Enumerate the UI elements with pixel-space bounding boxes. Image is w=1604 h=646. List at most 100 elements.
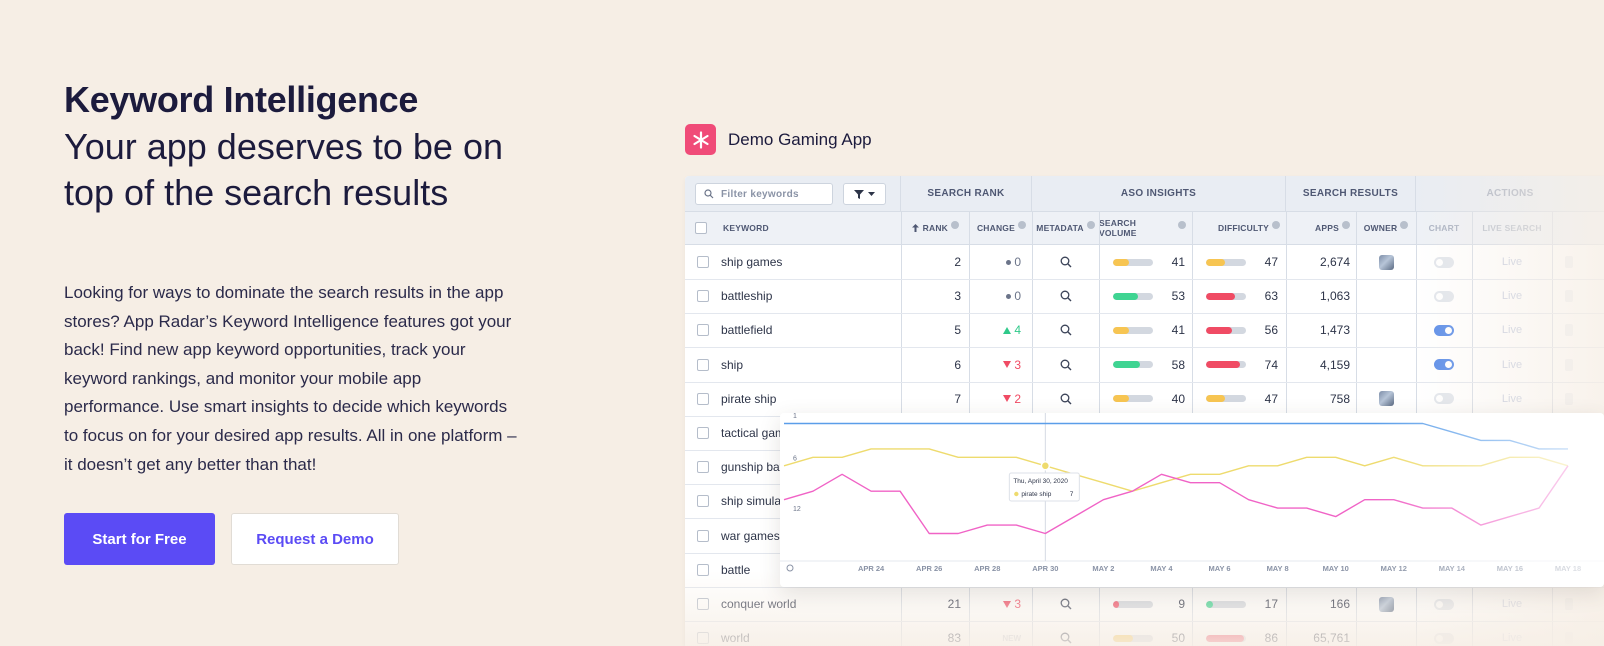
col-header-owner[interactable]: OWNER <box>1356 212 1416 245</box>
chevron-down-icon <box>868 191 875 196</box>
difficulty-cell: 56 <box>1206 313 1286 347</box>
row-checkbox[interactable] <box>697 563 709 576</box>
apps-cell: 65,761 <box>1313 631 1350 646</box>
keyword-cell: ship simulat <box>721 494 785 509</box>
live-search-link[interactable]: Live <box>1501 358 1523 371</box>
rank-cell: 21 <box>947 597 961 611</box>
more-icon <box>1565 290 1573 303</box>
filter-button[interactable] <box>843 183 886 205</box>
chart-toggle[interactable] <box>1434 324 1454 336</box>
live-search-link[interactable]: Live <box>1501 290 1523 303</box>
group-search-rank: SEARCH RANK <box>901 176 1032 212</box>
difficulty-cell: 47 <box>1206 245 1286 279</box>
metadata-cell[interactable] <box>1032 313 1099 347</box>
more-cell <box>1565 621 1585 646</box>
row-checkbox[interactable] <box>697 461 709 474</box>
more-icon <box>1565 632 1573 645</box>
difficulty-value: 74 <box>1264 357 1278 372</box>
chart-header-label: CHART <box>1428 223 1460 233</box>
toggle-knob <box>1436 600 1443 608</box>
arrow-down-icon <box>1003 395 1012 403</box>
owner-cell <box>1356 245 1416 279</box>
series-line-ship-games <box>784 422 1568 450</box>
metadata-cell[interactable] <box>1032 587 1099 621</box>
row-checkbox[interactable] <box>697 324 709 337</box>
live-search-link[interactable]: Live <box>1501 632 1523 645</box>
table-row[interactable]: pirate ship 7 2 40 47 758 Live <box>685 382 1604 417</box>
keyword-cell: battlefield <box>721 323 773 338</box>
difficulty-value: 47 <box>1264 391 1278 406</box>
chart-toggle[interactable] <box>1434 598 1454 610</box>
col-header-search-volume[interactable]: SEARCH VOLUME <box>1099 212 1192 245</box>
rank-chart: 1 6 12 APR 24 APR 26 APR 28 APR 30 MAY 2 MAY 4 MA… <box>780 413 1604 573</box>
chart-toggle[interactable] <box>1434 632 1454 644</box>
more-cell <box>1565 382 1585 416</box>
chart-toggle[interactable] <box>1434 290 1454 302</box>
search-volume-bar-fill <box>1113 395 1129 403</box>
toggle-knob <box>1436 292 1443 300</box>
more-icon <box>1565 598 1573 610</box>
arrow-up-icon <box>1003 326 1012 334</box>
search-volume-cell: 50 <box>1113 621 1193 646</box>
row-checkbox[interactable] <box>697 495 709 508</box>
row-checkbox[interactable] <box>697 358 709 371</box>
col-header-rank[interactable]: RANK <box>901 212 969 245</box>
table-row[interactable]: conquer world 21 3 9 17 166 Live <box>685 587 1604 622</box>
rank-cell: 83 <box>947 631 961 646</box>
metadata-cell[interactable] <box>1032 279 1099 313</box>
x-tick-label: APR 28 <box>974 564 1000 573</box>
change-value: 4 <box>1014 323 1021 338</box>
table-row[interactable]: ship 6 3 58 74 4,159 Live <box>685 348 1604 383</box>
table-row[interactable]: ship games 2 0 41 47 2,674 Live <box>685 245 1604 280</box>
col-header-keyword[interactable]: KEYWORD <box>685 212 901 245</box>
filter-keywords-input[interactable]: Filter keywords <box>695 183 833 205</box>
live-search-link[interactable]: Live <box>1501 392 1523 405</box>
search-volume-bar <box>1113 258 1153 266</box>
chart-toggle[interactable] <box>1434 256 1454 268</box>
table-row[interactable]: battlefield 5 4 41 56 1,473 Live <box>685 313 1604 349</box>
search-icon <box>1060 290 1071 302</box>
y-tick-label: 12 <box>793 506 801 513</box>
table-row[interactable]: world 83 NEW 50 86 65,761 Live <box>685 621 1604 646</box>
x-tick-label: MAY 14 <box>1439 564 1466 573</box>
search-volume-bar-fill <box>1113 361 1140 369</box>
start-for-free-button[interactable]: Start for Free <box>64 513 215 565</box>
change-cell: NEW <box>969 621 1027 646</box>
row-checkbox-cell <box>685 519 709 553</box>
select-all-checkbox[interactable] <box>695 222 707 234</box>
row-checkbox[interactable] <box>697 256 709 268</box>
more-icon <box>1565 256 1573 268</box>
difficulty-bar <box>1206 634 1246 642</box>
live-search-link[interactable]: Live <box>1501 256 1523 268</box>
hero-description: Looking for ways to dominate the search … <box>64 283 517 474</box>
col-header-live-search[interactable]: LIVE SEARCH <box>1472 212 1552 245</box>
chart-tooltip <box>1008 472 1080 502</box>
change-cell: 2 <box>969 382 1027 416</box>
table-row[interactable]: battleship 3 0 53 63 1,063 Live <box>685 279 1604 315</box>
metadata-cell[interactable] <box>1032 245 1099 279</box>
live-search-link[interactable]: Live <box>1501 598 1523 610</box>
row-checkbox[interactable] <box>697 598 709 610</box>
col-header-change[interactable]: CHANGE <box>969 212 1032 245</box>
chart-toggle[interactable] <box>1434 359 1454 371</box>
row-checkbox[interactable] <box>697 632 709 645</box>
metadata-cell[interactable] <box>1032 621 1099 646</box>
col-header-chart[interactable]: CHART <box>1416 212 1472 245</box>
row-checkbox[interactable] <box>697 529 709 542</box>
row-checkbox[interactable] <box>697 427 709 439</box>
request-demo-button[interactable]: Request a Demo <box>231 513 399 565</box>
help-icon <box>1018 221 1026 229</box>
apps-cell: 4,159 <box>1319 357 1350 372</box>
row-checkbox-cell <box>685 313 709 347</box>
col-header-apps[interactable]: APPS <box>1286 212 1356 245</box>
chart-toggle[interactable] <box>1434 393 1454 405</box>
col-header-difficulty[interactable]: DIFFICULTY <box>1192 212 1286 245</box>
search-icon <box>1060 256 1071 268</box>
metadata-cell[interactable] <box>1032 348 1099 382</box>
row-checkbox[interactable] <box>697 290 709 303</box>
live-search-link[interactable]: Live <box>1501 324 1523 337</box>
row-checkbox[interactable] <box>697 392 709 405</box>
more-cell <box>1565 587 1585 621</box>
metadata-cell[interactable] <box>1032 382 1099 416</box>
col-header-metadata[interactable]: METADATA <box>1032 212 1099 245</box>
